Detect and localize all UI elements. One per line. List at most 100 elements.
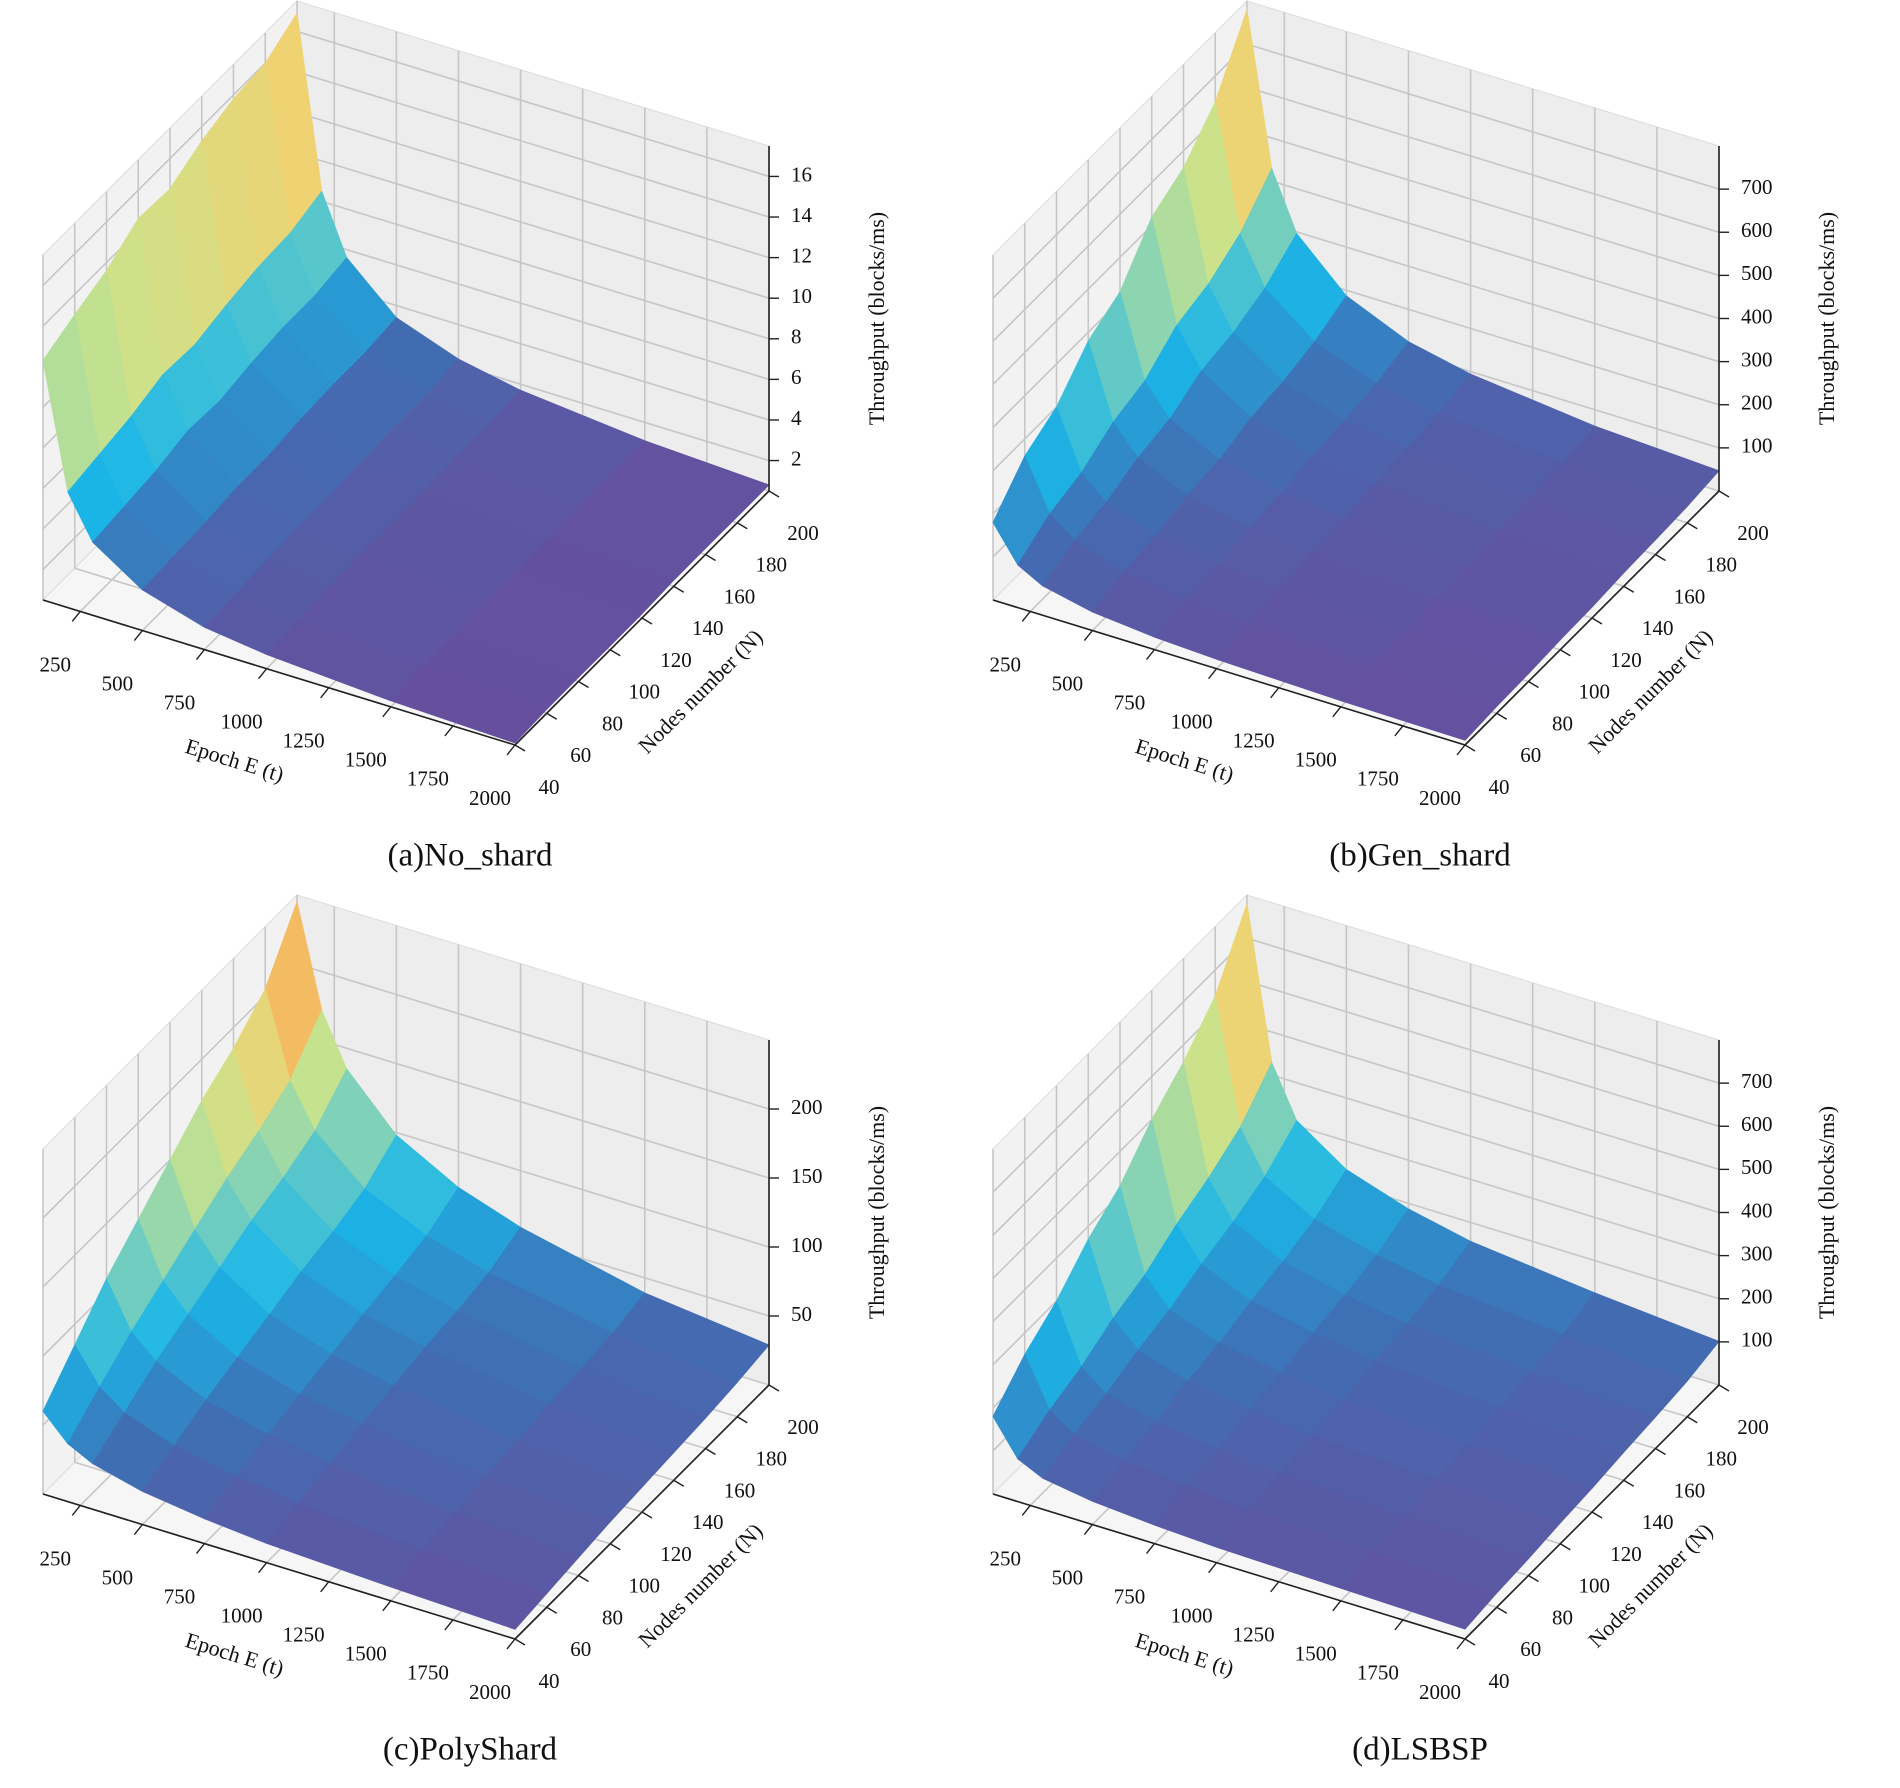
y-tick xyxy=(736,522,748,530)
y-tick xyxy=(514,744,526,752)
y-tick xyxy=(546,712,558,720)
x-tick-label: 500 xyxy=(1052,671,1084,695)
y-tick xyxy=(736,1416,748,1424)
surface-facet xyxy=(390,1549,548,1630)
x-tick-label: 1000 xyxy=(221,709,263,733)
y-tick-label: 200 xyxy=(1737,1415,1769,1439)
grid-line xyxy=(1246,129,1720,277)
x-tick-label: 1250 xyxy=(1233,1623,1275,1647)
y-tick-label: 120 xyxy=(660,1542,692,1566)
x-axis-label: Epoch E (t) xyxy=(183,733,287,787)
y-tick-label: 120 xyxy=(1610,1542,1642,1566)
x-tick-label: 750 xyxy=(164,690,196,714)
x-tick-label: 1250 xyxy=(283,729,325,753)
x-tick xyxy=(71,1505,81,1516)
y-tick-label: 80 xyxy=(1552,711,1573,735)
x-tick-label: 2000 xyxy=(1419,786,1461,810)
x-tick xyxy=(1456,744,1466,756)
y-tick-label: 40 xyxy=(539,775,560,799)
x-tick-label: 2000 xyxy=(1419,1680,1461,1704)
x-tick-label: 1500 xyxy=(1295,1642,1337,1666)
x-tick xyxy=(71,611,81,622)
grid-line xyxy=(296,193,770,340)
x-tick xyxy=(1145,649,1156,661)
x-tick-label: 1250 xyxy=(283,1623,325,1647)
y-tick xyxy=(609,649,621,657)
grid-line xyxy=(1246,1109,1720,1257)
x-tick-label: 250 xyxy=(40,1546,72,1570)
y-tick xyxy=(768,490,780,498)
y-tick-label: 60 xyxy=(1520,743,1541,767)
x-tick-label: 1500 xyxy=(345,748,387,772)
y-tick xyxy=(673,585,685,593)
surface-facet xyxy=(1340,1551,1498,1630)
grid-line xyxy=(296,233,770,381)
z-tick-label: 6 xyxy=(791,365,802,389)
y-tick xyxy=(578,680,589,689)
z-tick-label: 600 xyxy=(1741,1112,1773,1136)
y-tick xyxy=(1464,1638,1476,1646)
z-axis-label: Throughput (blocks/ms) xyxy=(864,212,889,425)
z-tick-label: 16 xyxy=(791,162,812,186)
x-axis-line xyxy=(42,599,516,746)
x-tick xyxy=(320,687,330,699)
x-tick xyxy=(133,630,143,641)
y-tick xyxy=(1496,1606,1508,1614)
grid-line xyxy=(42,963,298,1219)
z-tick-label: 700 xyxy=(1741,175,1773,199)
grid-line xyxy=(1246,1023,1720,1171)
x-tick xyxy=(1332,1600,1342,1612)
z-tick-label: 700 xyxy=(1741,1069,1773,1093)
z-tick-label: 300 xyxy=(1741,347,1773,371)
y-tick-label: 100 xyxy=(629,680,661,704)
grid-line xyxy=(1246,215,1720,363)
z-tick-label: 12 xyxy=(791,243,812,267)
y-tick xyxy=(1559,649,1571,657)
x-tick-label: 1750 xyxy=(407,767,449,791)
y-tick-label: 100 xyxy=(1579,1574,1611,1598)
z-tick-label: 200 xyxy=(791,1095,823,1119)
x-tick xyxy=(1270,1581,1280,1593)
x-tick xyxy=(1394,725,1404,737)
grid-line xyxy=(1246,172,1720,320)
y-tick-label: 140 xyxy=(1642,616,1674,640)
y-tick xyxy=(768,1384,780,1392)
x-tick xyxy=(320,1581,330,1593)
y-tick xyxy=(1718,1384,1730,1392)
z-tick-label: 100 xyxy=(1741,434,1773,458)
y-tick xyxy=(1623,1479,1635,1487)
grid-line xyxy=(1246,43,1720,190)
x-tick-label: 500 xyxy=(102,1565,134,1589)
x-tick xyxy=(1456,1638,1466,1650)
x-tick xyxy=(1270,687,1280,699)
x-axis-label: Epoch E (t) xyxy=(1133,1627,1237,1681)
panel-caption: (a)No_shard xyxy=(388,838,553,874)
grid-line xyxy=(992,937,1248,1193)
y-tick-label: 200 xyxy=(787,521,819,545)
x-tick xyxy=(1083,1524,1093,1535)
grid-line xyxy=(1246,937,1720,1084)
y-tick-label: 60 xyxy=(570,743,591,767)
grid-line xyxy=(296,30,770,178)
z-tick-label: 14 xyxy=(791,203,813,227)
x-tick-label: 1750 xyxy=(1357,767,1399,791)
y-tick xyxy=(1591,1511,1603,1519)
z-tick-label: 10 xyxy=(791,284,812,308)
y-tick-label: 160 xyxy=(1674,584,1706,608)
y-tick-label: 60 xyxy=(570,1637,591,1661)
x-tick xyxy=(506,1638,516,1650)
y-tick xyxy=(1591,617,1603,625)
x-tick xyxy=(258,1562,268,1574)
x-axis-label: Epoch E (t) xyxy=(1133,733,1237,787)
z-tick-label: 400 xyxy=(1741,1198,1773,1222)
y-tick-label: 200 xyxy=(787,1415,819,1439)
y-tick xyxy=(1559,1543,1571,1551)
y-tick xyxy=(1528,1574,1539,1583)
x-tick-label: 1250 xyxy=(1233,729,1275,753)
y-tick xyxy=(514,1638,526,1646)
z-tick-label: 8 xyxy=(791,325,802,349)
panel-caption: (d)LSBSP xyxy=(1352,1732,1488,1768)
x-tick xyxy=(1394,1619,1404,1631)
y-tick-label: 100 xyxy=(1579,680,1611,704)
